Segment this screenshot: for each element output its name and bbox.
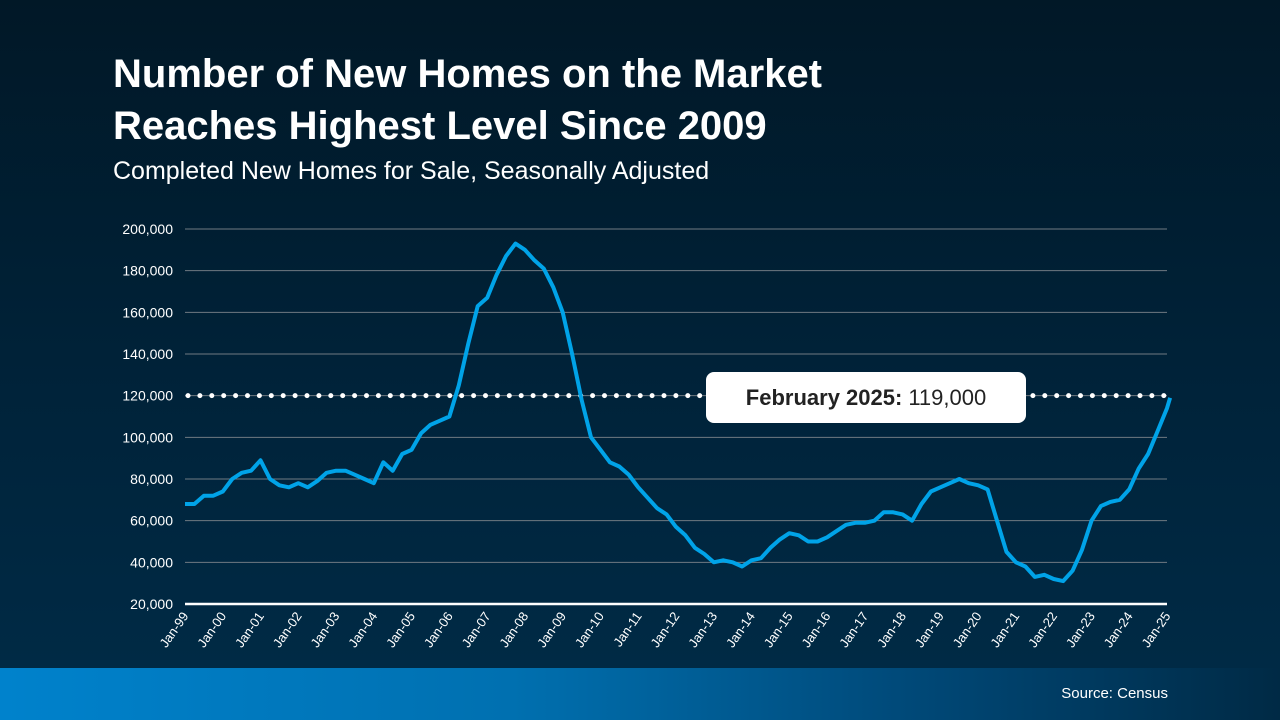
y-tick-label: 120,000 bbox=[122, 388, 173, 404]
callout-label: February 2025: bbox=[745, 384, 903, 410]
x-tick-label: Jan-24 bbox=[1101, 609, 1136, 650]
footer-band: Source: Census bbox=[0, 668, 1280, 720]
x-axis-labels: Jan-99 Jan-00 Jan-01 Jan-02 Jan-03 Jan-04 Jan-… bbox=[156, 609, 1173, 650]
x-tick-label: Jan-11 bbox=[610, 609, 645, 649]
x-tick-label: Jan-10 bbox=[572, 609, 607, 650]
y-tick-label: 60,000 bbox=[130, 513, 173, 529]
chart-title: Number of New Homes on the Market Reaches… bbox=[113, 48, 822, 152]
x-tick-label: Jan-15 bbox=[761, 609, 796, 650]
x-tick-label: Jan-13 bbox=[685, 609, 720, 650]
y-tick-label: 100,000 bbox=[122, 429, 173, 445]
x-tick-label: Jan-06 bbox=[421, 609, 456, 650]
callout-box: February 2025: 119,000 bbox=[706, 372, 1026, 423]
x-tick-label: Jan-07 bbox=[459, 609, 494, 650]
series-line bbox=[185, 241, 1173, 584]
x-tick-label: Jan-08 bbox=[496, 609, 531, 650]
x-tick-label: Jan-03 bbox=[307, 609, 342, 650]
x-tick-label: Jan-23 bbox=[1063, 609, 1098, 650]
y-tick-label: 20,000 bbox=[130, 596, 173, 612]
chart-subtitle: Completed New Homes for Sale, Seasonally… bbox=[113, 157, 710, 185]
y-tick-label: 40,000 bbox=[130, 554, 173, 570]
x-tick-label: Jan-99 bbox=[156, 609, 191, 650]
source-note: Source: Census bbox=[1061, 685, 1168, 702]
x-tick-label: Jan-12 bbox=[647, 609, 682, 650]
x-tick-label: Jan-16 bbox=[798, 609, 833, 650]
callout-value: 119,000 bbox=[908, 384, 987, 410]
x-tick-label: Jan-05 bbox=[383, 609, 418, 650]
title-line-2: Reaches Highest Level Since 2009 bbox=[113, 104, 767, 148]
x-tick-label: Jan-09 bbox=[534, 609, 569, 650]
x-tick-label: Jan-02 bbox=[270, 609, 305, 650]
x-tick-label: Jan-00 bbox=[194, 609, 229, 650]
y-tick-label: 140,000 bbox=[122, 346, 173, 362]
x-tick-label: Jan-20 bbox=[950, 609, 985, 650]
x-tick-label: Jan-14 bbox=[723, 609, 758, 650]
x-tick-label: Jan-17 bbox=[836, 609, 871, 650]
y-tick-label: 180,000 bbox=[122, 263, 173, 279]
x-tick-label: Jan-19 bbox=[912, 609, 947, 650]
x-tick-label: Jan-25 bbox=[1138, 609, 1173, 650]
y-tick-label: 200,000 bbox=[122, 221, 173, 237]
x-tick-label: Jan-22 bbox=[1025, 609, 1060, 650]
y-tick-label: 160,000 bbox=[122, 304, 173, 320]
y-tick-label: 80,000 bbox=[130, 471, 173, 487]
x-tick-label: Jan-04 bbox=[345, 609, 380, 650]
x-tick-label: Jan-18 bbox=[874, 609, 909, 650]
x-tick-label: Jan-21 bbox=[987, 609, 1022, 650]
y-axis-labels: 20,000 40,000 60,000 80,000 100,000 120,000 14… bbox=[122, 221, 173, 612]
x-tick-label: Jan-01 bbox=[232, 609, 267, 650]
title-line-1: Number of New Homes on the Market bbox=[113, 52, 823, 96]
